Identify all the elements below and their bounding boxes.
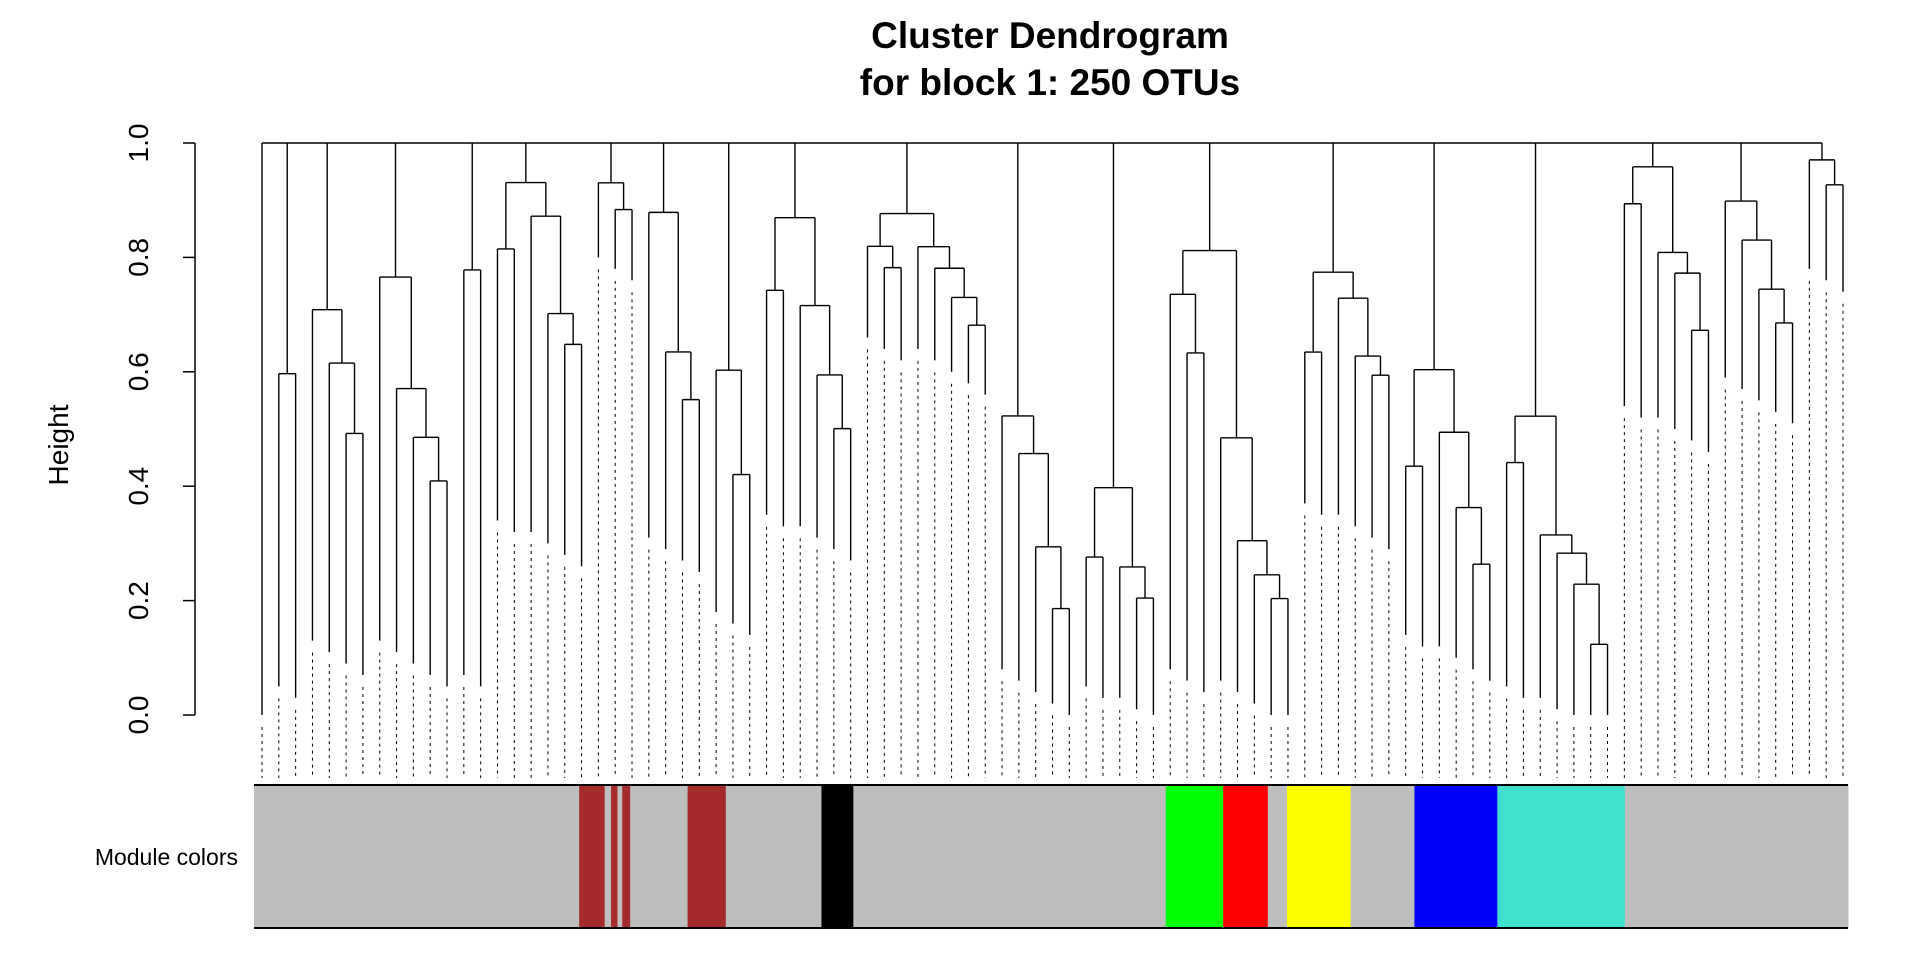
module-color-bar bbox=[254, 784, 1849, 929]
module-color-segment bbox=[1223, 785, 1269, 928]
module-color-segment bbox=[617, 785, 623, 928]
module-color-segment bbox=[622, 785, 631, 928]
y-axis: 0.0 0.2 0.4 0.6 0.8 1.0 bbox=[123, 124, 196, 735]
module-color-segment bbox=[1497, 785, 1626, 928]
module-color-segment bbox=[630, 785, 689, 928]
module-color-segment bbox=[1165, 785, 1224, 928]
module-color-segment bbox=[687, 785, 727, 928]
module-color-segment bbox=[254, 785, 580, 928]
y-tick-label: 0.8 bbox=[123, 238, 154, 277]
y-tick-label: 0.6 bbox=[123, 352, 154, 391]
module-color-segment bbox=[1624, 785, 1849, 928]
y-tick-label: 0.2 bbox=[123, 581, 154, 620]
y-tick-label: 0.0 bbox=[123, 696, 154, 735]
module-color-segment bbox=[604, 785, 612, 928]
dendrogram-tree bbox=[261, 142, 1844, 715]
module-colors-label: Module colors bbox=[95, 844, 238, 870]
module-color-segment bbox=[611, 785, 618, 928]
module-color-segment bbox=[1350, 785, 1415, 928]
module-color-segment bbox=[821, 785, 854, 928]
chart-title: Cluster Dendrogram bbox=[871, 15, 1229, 56]
module-color-segment bbox=[853, 785, 1167, 928]
module-color-segment bbox=[579, 785, 606, 928]
y-tick-label: 0.4 bbox=[123, 467, 154, 506]
y-axis-label: Height bbox=[43, 404, 74, 485]
module-color-segment bbox=[725, 785, 822, 928]
module-color-segment bbox=[1286, 785, 1352, 928]
leaf-guide-lines bbox=[261, 269, 1844, 778]
module-color-segment bbox=[1414, 785, 1498, 928]
module-color-segment bbox=[1267, 785, 1288, 928]
y-tick-label: 1.0 bbox=[123, 124, 154, 163]
chart-subtitle: for block 1: 250 OTUs bbox=[860, 62, 1240, 103]
